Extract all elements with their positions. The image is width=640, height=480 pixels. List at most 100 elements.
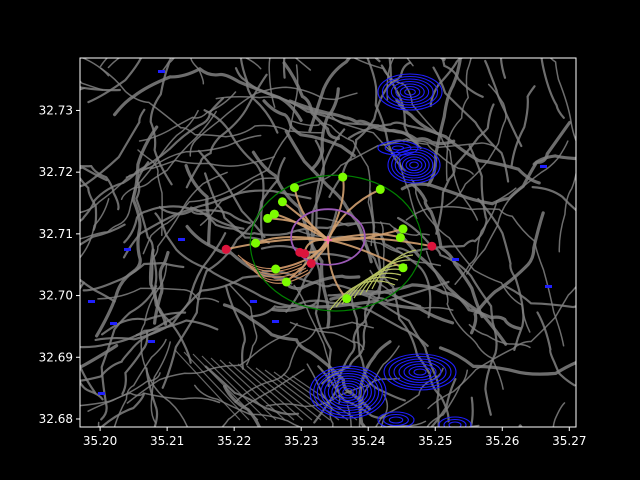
road — [126, 322, 298, 404]
road — [203, 109, 265, 243]
y-tick-label: 32.69 — [39, 350, 73, 364]
water-contour — [383, 413, 409, 427]
x-axis: 35.20 35.21 35.22 35.23 35.24 35.25 35.26 35.27 — [83, 427, 586, 448]
water-contour — [393, 358, 447, 386]
road — [477, 198, 525, 351]
plot-frame — [79, 57, 577, 428]
road — [532, 154, 576, 166]
road — [100, 67, 323, 138]
road — [228, 283, 258, 366]
road — [138, 91, 237, 142]
road — [358, 340, 392, 427]
water-patch — [540, 165, 547, 168]
green-point — [281, 277, 291, 287]
water-contour — [413, 368, 427, 376]
road — [445, 58, 472, 182]
water-contour — [338, 385, 358, 399]
street — [237, 363, 304, 421]
water-contour — [394, 151, 434, 179]
road — [197, 149, 266, 238]
x-tick-label: 35.21 — [150, 434, 184, 448]
road — [140, 263, 189, 427]
red-point — [427, 241, 437, 251]
road — [426, 58, 462, 187]
road — [429, 58, 470, 108]
water-contour — [309, 365, 387, 419]
road — [271, 299, 455, 325]
route-line — [327, 237, 433, 248]
water-contour — [399, 85, 421, 99]
red-point — [221, 244, 231, 254]
red-point — [300, 249, 310, 259]
contour — [257, 271, 311, 284]
route-line — [327, 188, 381, 241]
road — [374, 367, 444, 427]
road — [123, 205, 251, 244]
water-contour — [390, 80, 430, 104]
water-patch — [124, 248, 131, 251]
water-patch — [272, 320, 279, 323]
green-point — [395, 233, 405, 243]
road — [221, 368, 305, 427]
road — [80, 278, 116, 303]
road — [80, 85, 121, 92]
water-bodies — [88, 70, 552, 427]
water-patch — [110, 322, 117, 325]
water-patch — [452, 258, 459, 261]
road — [393, 227, 522, 331]
road — [251, 150, 331, 329]
road — [80, 198, 110, 259]
road — [100, 285, 158, 421]
water-contour — [395, 83, 425, 101]
road — [142, 64, 299, 255]
contour — [249, 266, 307, 278]
street — [174, 349, 241, 421]
road — [380, 393, 389, 427]
water-patch — [158, 70, 165, 73]
road — [80, 379, 104, 401]
water-contour — [443, 418, 467, 427]
route-line — [267, 217, 329, 241]
road — [80, 134, 262, 214]
road — [443, 83, 507, 208]
x-tick-label: 35.23 — [284, 434, 318, 448]
road — [425, 250, 504, 390]
water-contour — [405, 158, 423, 172]
street — [264, 369, 331, 421]
green-point — [289, 183, 299, 193]
road — [80, 58, 110, 77]
water-contour — [384, 142, 412, 154]
road — [82, 261, 185, 292]
road — [454, 187, 517, 285]
road — [549, 58, 576, 253]
road — [349, 288, 406, 402]
x-tick-label: 35.26 — [485, 434, 519, 448]
green-point — [269, 209, 279, 219]
water-contour — [404, 88, 416, 96]
water-patch — [545, 285, 552, 288]
road — [432, 66, 510, 183]
road — [386, 58, 395, 101]
road — [101, 311, 187, 336]
road — [87, 392, 221, 412]
street — [255, 367, 322, 421]
road — [505, 285, 576, 309]
water-contour — [335, 382, 361, 402]
road — [262, 99, 356, 158]
contour — [245, 262, 305, 275]
contour — [253, 269, 309, 281]
x-tick-label: 35.25 — [418, 434, 452, 448]
street — [201, 355, 268, 421]
y-tick-label: 32.73 — [39, 103, 73, 117]
road — [137, 149, 163, 237]
green-point — [398, 263, 408, 273]
road — [161, 157, 286, 389]
road — [540, 58, 565, 119]
water-patch — [250, 300, 257, 303]
water-patch — [148, 340, 155, 343]
road — [80, 176, 98, 231]
road — [150, 341, 171, 424]
road — [250, 299, 429, 347]
water-contour — [381, 75, 439, 109]
